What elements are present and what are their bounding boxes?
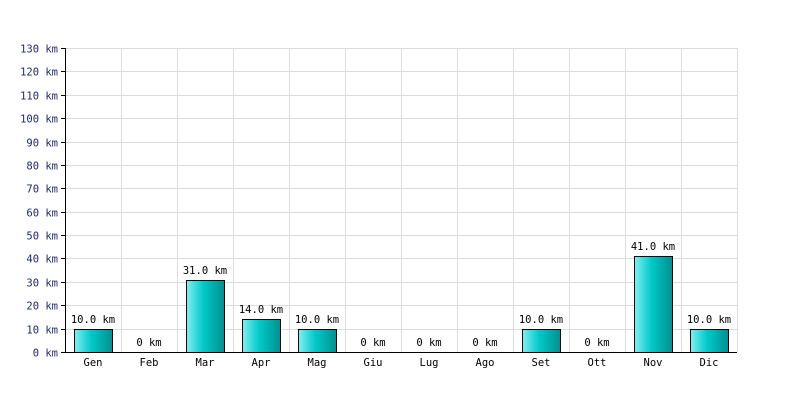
- x-tick-label: Nov: [644, 357, 663, 369]
- y-tick-label: 10 km: [26, 325, 58, 337]
- data-label: 41.0 km: [631, 241, 675, 253]
- grid-lines: [65, 48, 738, 353]
- y-axis-ticks: 0 km 10 km 20 km 30 km 40 km 50 km 60 km 70 km 8…: [20, 44, 65, 360]
- x-tick-label: Apr: [252, 357, 271, 369]
- data-label: 0 km: [136, 337, 161, 349]
- bar-mar: [186, 280, 225, 353]
- x-tick-label: Mag: [308, 357, 327, 369]
- data-label: 31.0 km: [183, 265, 227, 277]
- data-label: 10.0 km: [71, 314, 115, 326]
- bar-mag: [298, 329, 337, 353]
- y-tick-label: 100 km: [20, 114, 58, 126]
- data-label: 10.0 km: [295, 314, 339, 326]
- data-label: 0 km: [360, 337, 385, 349]
- data-label: 0 km: [416, 337, 441, 349]
- x-tick-label: Ago: [476, 357, 495, 369]
- data-label: 10.0 km: [687, 314, 731, 326]
- y-tick-label: 70 km: [26, 184, 58, 196]
- y-tick-label: 60 km: [26, 208, 58, 220]
- x-axis-ticks: Gen Feb Mar Apr Mag Giu Lug Ago Set Ott Nov Dic: [84, 357, 719, 369]
- y-tick-label: 90 km: [26, 138, 58, 150]
- bars: [74, 256, 729, 353]
- data-label: 14.0 km: [239, 304, 283, 316]
- axes: [65, 48, 737, 353]
- data-labels: 10.0 km 0 km 31.0 km 14.0 km 10.0 km 0 km 0 km…: [71, 241, 731, 349]
- x-tick-label: Ott: [588, 357, 607, 369]
- bar-gen: [74, 329, 113, 353]
- data-label: 10.0 km: [519, 314, 563, 326]
- x-tick-label: Giu: [364, 357, 383, 369]
- x-tick-label: Dic: [700, 357, 719, 369]
- x-tick-label: Feb: [140, 357, 159, 369]
- y-tick-label: 80 km: [26, 161, 58, 173]
- x-tick-label: Gen: [84, 357, 103, 369]
- y-tick-label: 110 km: [20, 91, 58, 103]
- y-tick-label: 130 km: [20, 44, 58, 56]
- data-label: 0 km: [584, 337, 609, 349]
- bar-dic: [690, 329, 729, 353]
- y-tick-label: 40 km: [26, 254, 58, 266]
- y-tick-label: 120 km: [20, 67, 58, 79]
- bar-set: [522, 329, 561, 353]
- x-tick-label: Mar: [196, 357, 215, 369]
- y-tick-label: 50 km: [26, 231, 58, 243]
- x-tick-label: Lug: [420, 357, 439, 369]
- data-label: 0 km: [472, 337, 497, 349]
- y-tick-label: 30 km: [26, 278, 58, 290]
- x-tick-label: Set: [532, 357, 551, 369]
- bar-apr: [242, 319, 281, 353]
- bar-nov: [634, 256, 673, 353]
- y-tick-label: 0 km: [33, 348, 58, 360]
- y-tick-label: 20 km: [26, 301, 58, 313]
